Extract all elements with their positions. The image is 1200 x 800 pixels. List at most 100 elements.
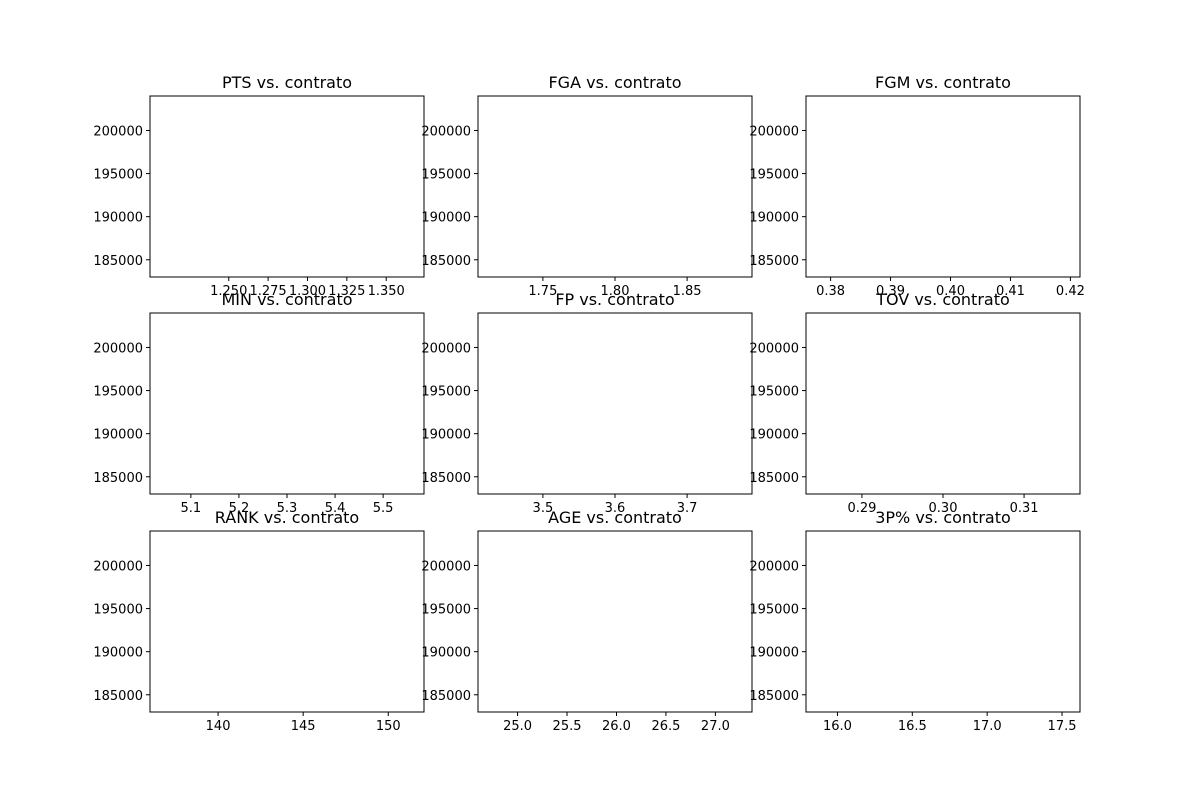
y-tick-label: 195000 (421, 603, 471, 618)
x-tick-label: 1.300 (289, 284, 326, 299)
axes-frame (805, 530, 1081, 713)
y-tick-label: 185000 (93, 689, 143, 704)
x-tick-label: 0.29 (847, 501, 876, 516)
x-tick-label: 0.31 (1010, 501, 1039, 516)
subplot-title: FGM vs. contrato (875, 73, 1011, 92)
subplot-9: 3P% vs. contrato 16.0 16.5 17.0 17.5 185000 19… (749, 508, 1081, 734)
y-tick-label: 195000 (93, 603, 143, 618)
x-tick-label: 1.275 (249, 284, 286, 299)
subplot-1: PTS vs. contrato 1.250 1.275 1.300 1.325 1.35… (93, 73, 425, 299)
x-tick-label: 0.39 (876, 284, 905, 299)
x-tick-label: 0.42 (1056, 284, 1085, 299)
y-tick-label: 195000 (93, 168, 143, 183)
x-tick-label: 16.5 (898, 719, 927, 734)
y-tick-label: 195000 (749, 603, 799, 618)
x-tick-label: 145 (291, 719, 316, 734)
x-tick-label: 17.5 (1048, 719, 1077, 734)
axes-frame (149, 312, 425, 495)
x-tick-label: 1.250 (210, 284, 247, 299)
x-tick-label: 3.7 (677, 501, 698, 516)
y-tick-label: 200000 (749, 341, 799, 356)
x-tick-label: 1.75 (528, 284, 557, 299)
subplot-3: FGM vs. contrato 0.38 0.39 0.40 0.41 0.42 1850… (749, 73, 1085, 299)
y-tick-label: 200000 (421, 341, 471, 356)
y-tick-label: 200000 (93, 124, 143, 139)
subplot-6: TOV vs. contrato 0.29 0.30 0.31 185000 190000… (749, 290, 1081, 516)
subplot-title: PTS vs. contrato (222, 73, 352, 92)
axes-frame (149, 95, 425, 278)
subplot-title: AGE vs. contrato (548, 508, 682, 527)
x-tick-label: 5.3 (277, 501, 298, 516)
y-tick-label: 190000 (749, 428, 799, 443)
x-tick-label: 0.40 (936, 284, 965, 299)
y-tick-label: 195000 (93, 385, 143, 400)
subplot-5: FP vs. contrato 3.5 3.6 3.7 185000 190000 1950… (421, 290, 753, 516)
y-tick-label: 185000 (749, 254, 799, 269)
y-tick-label: 190000 (749, 211, 799, 226)
x-tick-label: 1.85 (673, 284, 702, 299)
subplot-title: RANK vs. contrato (215, 508, 359, 527)
x-tick-label: 5.1 (181, 501, 202, 516)
subplot-title: FGA vs. contrato (548, 73, 681, 92)
x-tick-label: 0.30 (929, 501, 958, 516)
x-tick-label: 1.325 (328, 284, 365, 299)
subplot-4: MIN vs. contrato 5.1 5.2 5.3 5.4 5.5 185000 190… (93, 290, 425, 516)
subplot-7: RANK vs. contrato 140 145 150 185000 190000 19… (93, 508, 425, 734)
x-tick-label: 5.5 (373, 501, 394, 516)
y-tick-label: 195000 (421, 168, 471, 183)
x-tick-label: 16.0 (823, 719, 852, 734)
subplot-title: MIN vs. contrato (222, 290, 353, 309)
y-tick-label: 190000 (421, 211, 471, 226)
subplot-8: AGE vs. contrato 25.0 25.5 26.0 26.5 27.0 1850… (421, 508, 753, 734)
x-tick-label: 1.80 (601, 284, 630, 299)
y-tick-label: 195000 (749, 168, 799, 183)
y-tick-label: 185000 (421, 471, 471, 486)
y-tick-label: 200000 (421, 559, 471, 574)
y-tick-label: 200000 (749, 124, 799, 139)
x-tick-label: 26.0 (602, 719, 631, 734)
x-tick-label: 5.2 (229, 501, 250, 516)
subplot-2: FGA vs. contrato 1.75 1.80 1.85 185000 190000… (421, 73, 753, 299)
y-tick-label: 190000 (749, 646, 799, 661)
y-tick-label: 195000 (749, 385, 799, 400)
x-tick-label: 140 (206, 719, 231, 734)
x-tick-label: 3.5 (533, 501, 554, 516)
axes-frame (149, 530, 425, 713)
y-tick-label: 185000 (93, 471, 143, 486)
y-tick-label: 200000 (93, 341, 143, 356)
y-tick-label: 190000 (421, 428, 471, 443)
x-tick-label: 0.38 (816, 284, 845, 299)
y-tick-label: 185000 (749, 471, 799, 486)
y-tick-label: 195000 (421, 385, 471, 400)
subplot-title: 3P% vs. contrato (875, 508, 1011, 527)
axes-frame (477, 312, 753, 495)
x-tick-label: 1.350 (368, 284, 405, 299)
x-tick-label: 25.5 (553, 719, 582, 734)
x-tick-label: 26.5 (651, 719, 680, 734)
y-tick-label: 200000 (421, 124, 471, 139)
x-tick-label: 27.0 (701, 719, 730, 734)
y-tick-label: 190000 (93, 646, 143, 661)
subplot-title: TOV vs. contrato (875, 290, 1010, 309)
x-tick-label: 25.0 (503, 719, 532, 734)
y-tick-label: 190000 (93, 211, 143, 226)
x-tick-label: 17.0 (973, 719, 1002, 734)
axes-frame (477, 95, 753, 278)
y-tick-label: 200000 (749, 559, 799, 574)
axes-frame (805, 95, 1081, 278)
y-tick-label: 185000 (749, 689, 799, 704)
axes-frame (477, 530, 753, 713)
subplot-title: FP vs. contrato (555, 290, 674, 309)
x-tick-label: 0.41 (996, 284, 1025, 299)
x-tick-label: 150 (376, 719, 401, 734)
y-tick-label: 190000 (93, 428, 143, 443)
y-tick-label: 185000 (421, 254, 471, 269)
y-tick-label: 190000 (421, 646, 471, 661)
x-tick-label: 5.4 (325, 501, 346, 516)
y-tick-label: 185000 (93, 254, 143, 269)
y-tick-label: 185000 (421, 689, 471, 704)
x-tick-label: 3.6 (605, 501, 626, 516)
axes-frame (805, 312, 1081, 495)
y-tick-label: 200000 (93, 559, 143, 574)
